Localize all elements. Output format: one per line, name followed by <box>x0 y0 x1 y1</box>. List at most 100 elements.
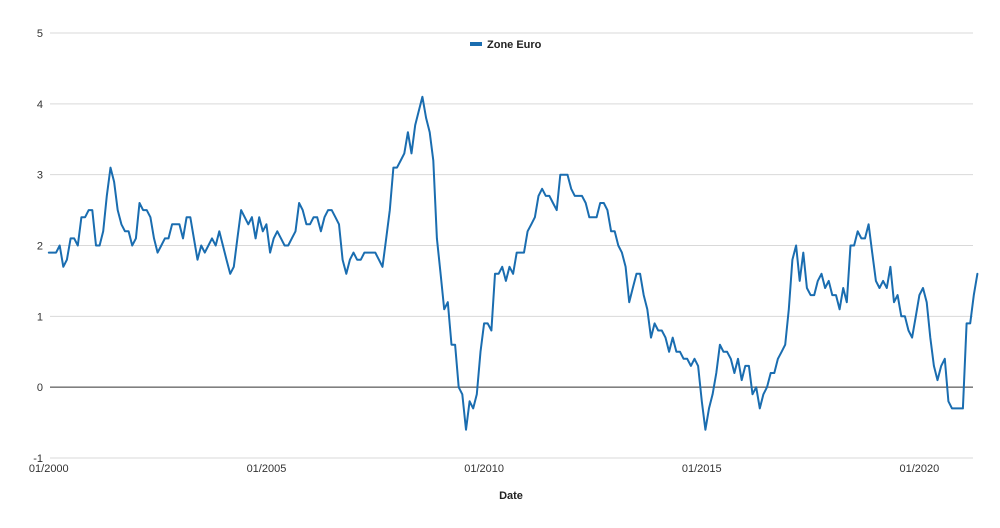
data-point <box>897 295 898 296</box>
legend-swatch <box>470 42 482 46</box>
data-point <box>513 273 514 274</box>
data-point <box>669 351 670 352</box>
data-point <box>273 238 274 239</box>
data-point <box>955 408 956 409</box>
grid-lines <box>50 32 973 459</box>
data-point <box>132 245 133 246</box>
data-point <box>727 351 728 352</box>
data-point <box>85 217 86 218</box>
data-point <box>806 288 807 289</box>
data-point <box>146 210 147 211</box>
data-point <box>201 245 202 246</box>
data-point <box>186 217 187 218</box>
data-point <box>415 125 416 126</box>
data-point <box>288 245 289 246</box>
data-point <box>233 266 234 267</box>
data-point <box>440 273 441 274</box>
y-tick-label: 5 <box>37 28 43 40</box>
data-point <box>930 337 931 338</box>
data-point <box>143 210 144 211</box>
data-point <box>843 288 844 289</box>
data-point <box>484 323 485 324</box>
data-point <box>919 295 920 296</box>
data-point <box>734 373 735 374</box>
data-point <box>658 330 659 331</box>
data-point <box>821 273 822 274</box>
data-point <box>197 259 198 260</box>
data-point <box>357 259 358 260</box>
data-point <box>574 195 575 196</box>
data-point <box>661 330 662 331</box>
data-point <box>647 309 648 310</box>
data-point <box>505 280 506 281</box>
data-point <box>150 217 151 218</box>
y-tick-label: -1 <box>33 453 43 465</box>
data-point <box>690 365 691 366</box>
data-point <box>941 365 942 366</box>
data-point <box>339 224 340 225</box>
data-point <box>836 295 837 296</box>
data-point <box>462 394 463 395</box>
data-point <box>952 408 953 409</box>
data-point <box>407 132 408 133</box>
data-point <box>926 302 927 303</box>
data-point <box>168 238 169 239</box>
data-point <box>310 224 311 225</box>
data-point <box>948 401 949 402</box>
data-point <box>553 203 554 204</box>
data-point <box>164 238 165 239</box>
data-point <box>531 224 532 225</box>
data-point <box>378 259 379 260</box>
data-point <box>966 323 967 324</box>
data-point <box>977 273 978 274</box>
data-point <box>346 273 347 274</box>
data-point <box>915 316 916 317</box>
data-point <box>716 373 717 374</box>
data-point <box>157 252 158 253</box>
data-point <box>687 358 688 359</box>
x-tick-label: 01/2020 <box>900 463 940 475</box>
data-point <box>970 323 971 324</box>
data-point <box>665 337 666 338</box>
data-point <box>262 231 263 232</box>
series-group <box>47 95 979 431</box>
data-point <box>368 252 369 253</box>
data-point <box>861 238 862 239</box>
data-point <box>676 351 677 352</box>
data-point <box>277 231 278 232</box>
data-point <box>255 238 256 239</box>
data-point <box>259 217 260 218</box>
data-point <box>77 245 78 246</box>
data-point <box>469 401 470 402</box>
data-point <box>313 217 314 218</box>
data-point <box>117 210 118 211</box>
data-point <box>607 210 608 211</box>
data-point <box>433 160 434 161</box>
data-point <box>212 238 213 239</box>
data-point <box>846 302 847 303</box>
data-point <box>814 295 815 296</box>
data-point <box>335 217 336 218</box>
data-point <box>458 387 459 388</box>
data-point <box>491 330 492 331</box>
data-point <box>705 429 706 430</box>
data-point <box>614 231 615 232</box>
data-point <box>386 238 387 239</box>
x-tick-label: 01/2010 <box>464 463 504 475</box>
data-point <box>331 210 332 211</box>
data-point <box>125 231 126 232</box>
data-point <box>770 373 771 374</box>
data-point <box>723 351 724 352</box>
data-point <box>912 337 913 338</box>
data-point <box>74 238 75 239</box>
data-point <box>933 365 934 366</box>
data-point <box>48 252 49 253</box>
data-point <box>904 316 905 317</box>
data-point <box>509 266 510 267</box>
y-tick-label: 0 <box>37 382 43 394</box>
data-point <box>839 309 840 310</box>
data-point <box>66 259 67 260</box>
y-tick-label: 4 <box>37 99 43 111</box>
